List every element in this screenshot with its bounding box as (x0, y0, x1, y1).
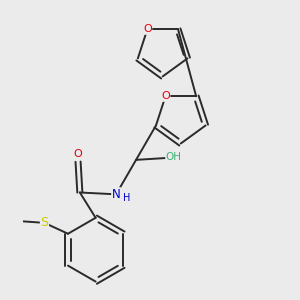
Text: O: O (74, 149, 82, 159)
Text: OH: OH (166, 152, 182, 162)
Text: O: O (143, 24, 152, 34)
Text: N: N (112, 188, 121, 201)
Text: H: H (123, 193, 130, 203)
Text: O: O (161, 91, 170, 101)
Text: S: S (40, 216, 48, 230)
